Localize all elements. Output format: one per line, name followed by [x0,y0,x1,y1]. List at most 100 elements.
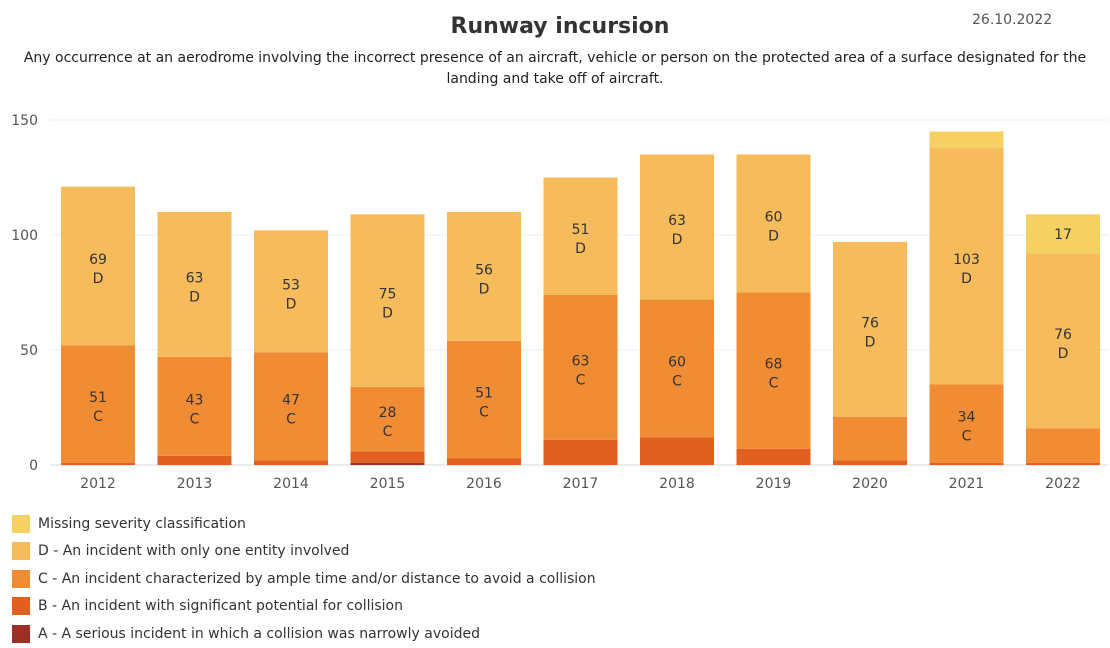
data-label-value: 63 [572,353,590,369]
x-tick-label: 2022 [1045,476,1081,492]
bar-segment-C-2020 [833,416,907,461]
bar-segment-C-2012 [61,345,135,463]
data-label-value: 63 [186,270,204,286]
data-label-value: 60 [668,354,686,370]
data-label-letter: D [865,334,876,350]
bar-segment-missing-2021 [929,131,1004,148]
bar-segment-B-2020 [833,460,907,465]
x-tick-label: 2018 [659,476,695,492]
data-label-value: 56 [475,262,493,278]
bar-segment-D-2017 [543,177,618,295]
data-label-value: 60 [765,210,783,226]
y-tick-label: 50 [20,343,38,359]
data-label-letter: D [672,232,683,248]
data-label-letter: D [575,241,586,257]
data-label-value: 47 [282,392,300,408]
data-label-value: 53 [282,277,300,293]
bar-segment-D-2014 [254,230,328,353]
data-label-letter: C [190,411,200,427]
bar-segment-B-2014 [254,460,328,465]
report-date: 26.10.2022 [972,12,1053,28]
x-tick-label: 2020 [852,476,888,492]
data-label-value: 75 [379,287,397,303]
data-label-value: 51 [89,390,107,406]
data-label-value: 51 [475,385,493,401]
chart-title: Runway incursion [450,14,670,39]
x-tick-label: 2016 [466,476,502,492]
bar-segment-C-2022 [1026,428,1100,463]
legend-item-B[interactable]: B - An incident with significant potenti… [12,593,596,621]
bar-segment-C-2021 [929,384,1004,463]
chart-subtitle: Any occurrence at an aerodrome involving… [23,50,1087,87]
bar-segment-D-2021 [929,147,1004,385]
legend-item-D[interactable]: D - An incident with only one entity inv… [12,538,596,566]
data-label-letter: D [189,289,200,305]
data-label-letter: D [1058,346,1069,362]
legend-label: D - An incident with only one entity inv… [38,543,350,560]
data-label-value: 68 [765,357,783,373]
data-label-value: 69 [89,252,107,268]
data-label-letter: C [286,411,296,427]
legend-item-C[interactable]: C - An incident characterized by ample t… [12,565,596,593]
data-label-value: 76 [1054,327,1072,343]
data-label-letter: D [93,271,104,287]
legend-swatch [12,624,30,643]
legend-item-A[interactable]: A - A serious incident in which a collis… [12,620,596,648]
legend-item-missing[interactable]: Missing severity classification [12,510,596,538]
bar-segment-B-2017 [543,439,618,465]
bar-segment-C-2015 [350,386,425,452]
stacked-bar-chart: 0 50 100 150 2012 2013 2014 2015 2016 2017 2018 201… [11,113,1108,492]
x-tick-label: 2015 [370,476,406,492]
data-label-letter: C [383,424,393,440]
x-tick-label: 2021 [949,476,985,492]
y-tick-label: 100 [11,228,38,244]
legend-swatch [12,514,30,533]
data-label-letter: C [769,376,779,392]
chart-legend: Missing severity classification D - An in… [12,510,596,648]
bar-segment-missing-2022 [1026,214,1100,254]
y-tick-label: 150 [11,113,38,129]
bar-segment-B-2021 [929,462,1004,465]
bar-segment-C-2017 [543,294,618,440]
data-label-letter: C [962,429,972,445]
bar-segment-B-2015 [350,451,425,463]
bar-segment-D-2022 [1026,253,1100,429]
data-label-letter: C [576,372,586,388]
data-label-letter: C [479,404,489,420]
bar-segment-D-2019 [736,154,811,293]
data-label-value: 34 [958,410,976,426]
bar-segment-C-2019 [736,292,811,449]
bar-segment-B-2019 [736,448,811,465]
data-label-value: 76 [861,315,879,331]
x-tick-label: 2012 [80,476,116,492]
bar-segment-C-2016 [447,340,521,459]
bar-segment-D-2012 [61,186,135,346]
bar-segment-B-2012 [61,462,135,465]
data-label-value: 43 [186,392,204,408]
data-label-letter: C [672,373,682,389]
bar-segment-D-2013 [157,212,232,357]
data-label-letter: D [961,271,972,287]
y-tick-label: 0 [29,458,38,474]
bar-segment-C-2013 [157,356,232,456]
legend-swatch [12,597,30,616]
data-label-value: 28 [379,405,397,421]
data-label-letter: D [382,306,393,322]
x-tick-label: 2019 [756,476,792,492]
x-tick-label: 2014 [273,476,309,492]
bar-segment-B-2016 [447,458,521,465]
bar-segment-D-2020 [833,241,907,417]
bar-segment-C-2014 [254,352,328,461]
bar-segment-B-2013 [157,455,232,465]
bar-segment-D-2015 [350,214,425,387]
legend-label: Missing severity classification [38,515,246,532]
bar-segment-D-2018 [640,154,714,300]
data-label-letter: D [286,296,297,312]
data-label-letter: D [479,281,490,297]
data-label-value: 63 [668,213,686,229]
legend-label: B - An incident with significant potenti… [38,598,403,615]
data-label-value: 103 [953,252,980,268]
bar-segment-A-2015 [350,462,425,465]
legend-label: A - A serious incident in which a collis… [38,625,480,642]
bar-segment-B-2018 [640,437,714,465]
